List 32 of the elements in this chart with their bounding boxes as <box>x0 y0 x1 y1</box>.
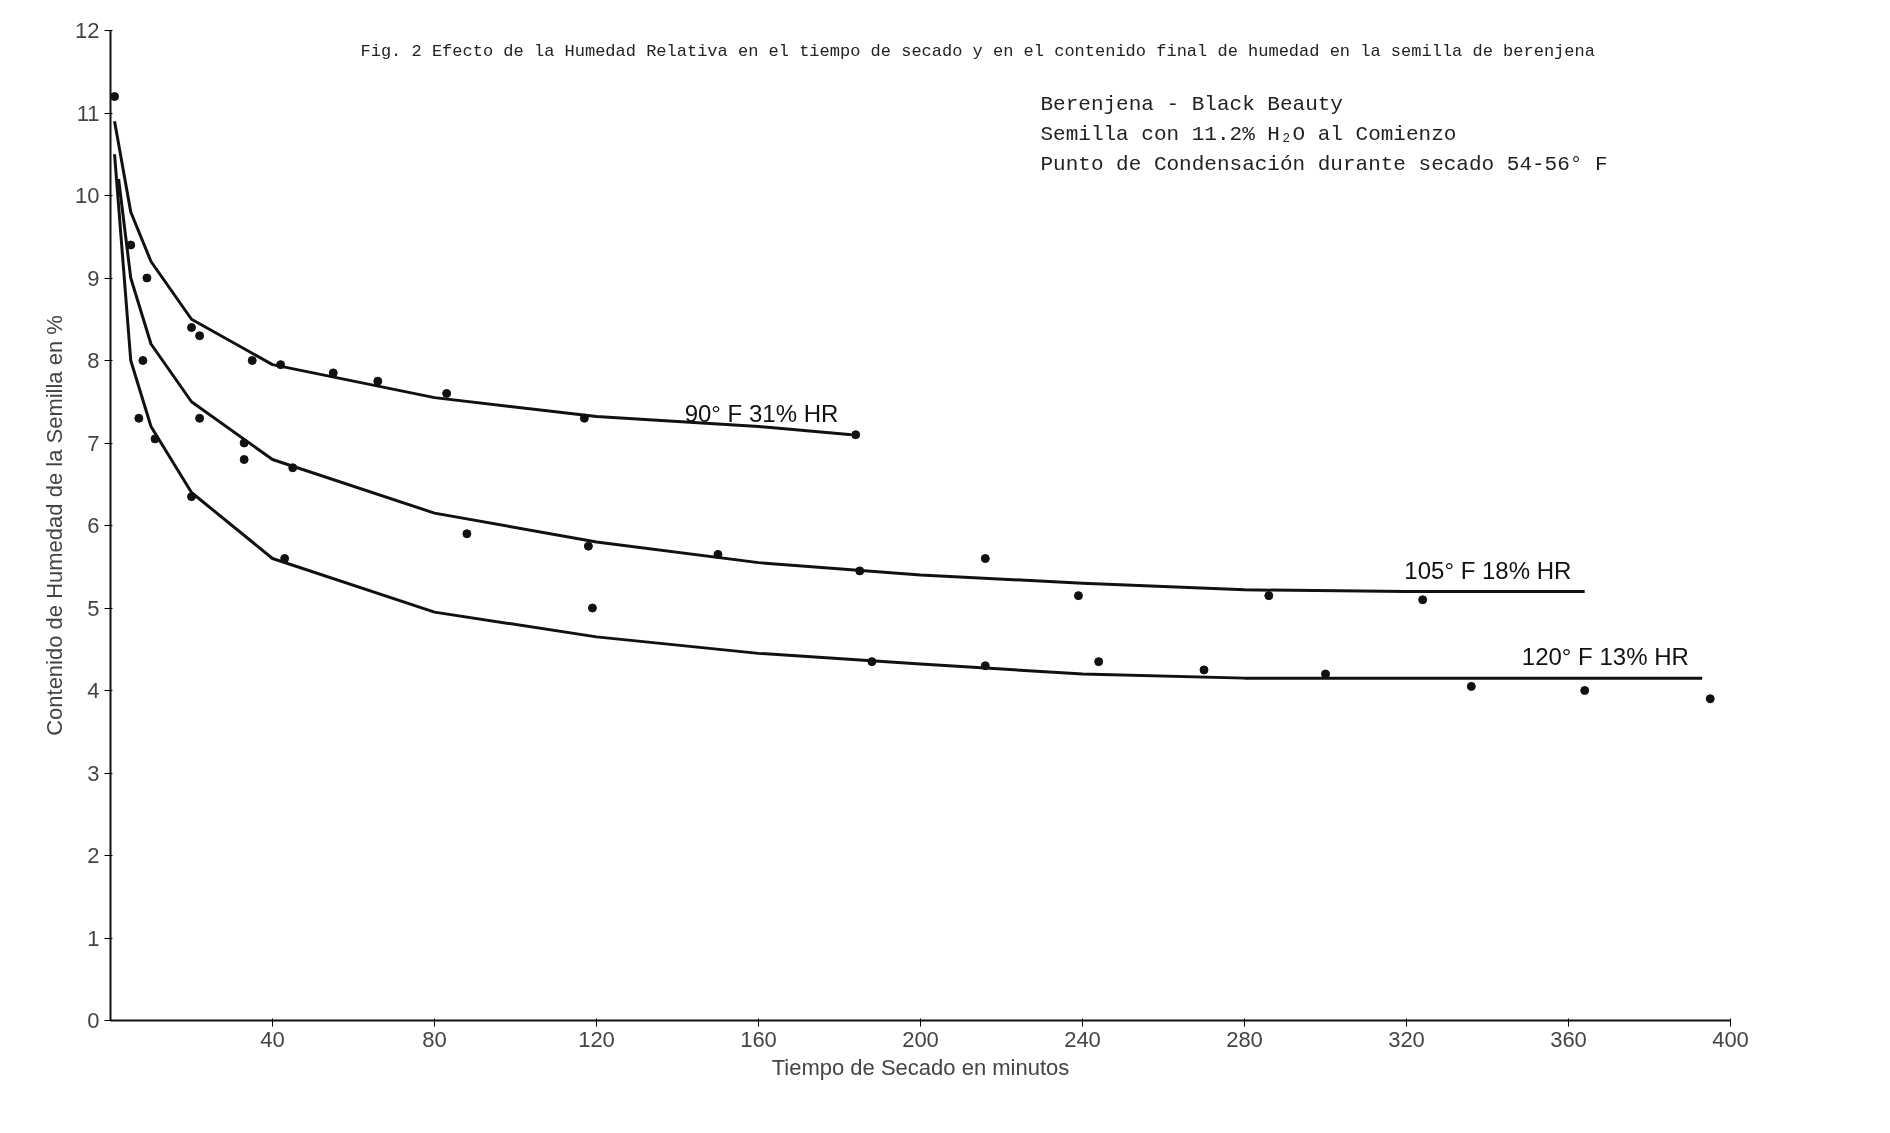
y-tick-label: 3 <box>87 760 100 786</box>
x-tick-label: 320 <box>1388 1026 1425 1052</box>
y-tick-label: 11 <box>76 100 100 126</box>
x-tick-label: 120 <box>578 1026 615 1052</box>
x-tick-label: 80 <box>422 1026 447 1052</box>
x-tick-label: 240 <box>1064 1026 1101 1052</box>
text: Fig. 2 Efecto de la Humedad Relativa en el tiempo de secado y en el contenido final de humedad en la semilla de berenjena <box>360 41 1595 61</box>
y-tick-label: 2 <box>87 843 100 868</box>
x-tick-label: 400 <box>1712 1026 1749 1052</box>
annotation: Punto de Condensación durante secado 54-56° F <box>1040 152 1608 176</box>
x-axis-title: Tiempo de Secado en minutos <box>771 1054 1070 1080</box>
y-tick-label: 5 <box>87 595 100 621</box>
y-tick-label: 10 <box>75 183 100 208</box>
y-axis-title: Contenido de Humedad de la Semilla en % <box>42 315 68 736</box>
series-label: 105° F 18% HR <box>1404 556 1572 584</box>
series-label: 90° F 31% HR <box>684 399 839 427</box>
y-tick-label: 7 <box>87 430 100 456</box>
y-tick-label: 0 <box>87 1008 100 1033</box>
y-tick-label: 4 <box>87 678 100 703</box>
y-tick-label: 9 <box>87 265 100 291</box>
y-tick-label: 8 <box>87 348 100 373</box>
x-tick-label: 360 <box>1550 1026 1587 1052</box>
annotation: Semilla con 11.2% H₂O al Comienzo <box>1040 122 1457 146</box>
y-tick-label: 1 <box>87 925 100 951</box>
x-tick-label: 280 <box>1226 1026 1263 1052</box>
x-tick-label: 160 <box>740 1026 777 1052</box>
x-tick-label: 200 <box>902 1026 939 1052</box>
y-tick-label: 12 <box>75 18 100 43</box>
annotation: Berenjena - Black Beauty <box>1040 92 1343 116</box>
series-label: 120° F 13% HR <box>1521 643 1689 671</box>
y-tick-label: 6 <box>87 513 100 538</box>
x-tick-label: 40 <box>260 1026 285 1052</box>
